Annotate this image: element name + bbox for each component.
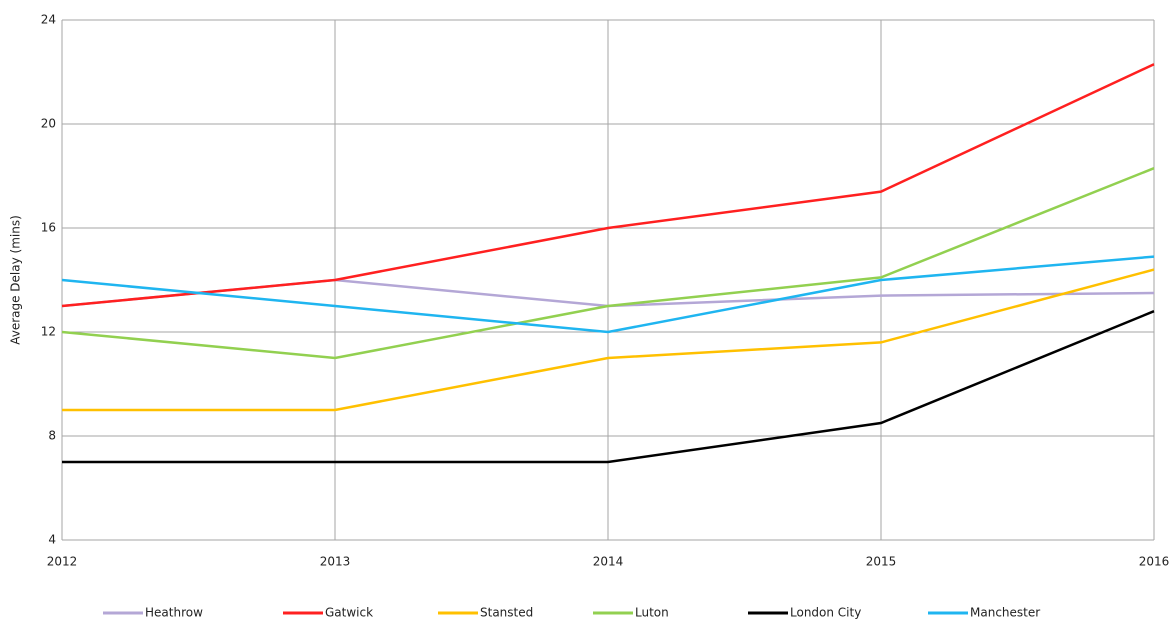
x-tick-label: 2012: [47, 555, 78, 569]
y-tick-label: 24: [41, 13, 56, 27]
y-axis-label: Average Delay (mins): [9, 215, 23, 345]
y-tick-label: 20: [41, 117, 56, 131]
y-tick-label: 4: [48, 533, 56, 547]
x-tick-label: 2015: [866, 555, 897, 569]
legend-label: Manchester: [970, 606, 1040, 620]
series-line: [61, 255, 1155, 334]
x-tick-label: 2014: [593, 555, 624, 569]
series-line: [62, 268, 1155, 412]
y-tick-label: 12: [41, 325, 56, 339]
legend-label: Stansted: [480, 606, 533, 620]
legend-label: Heathrow: [145, 606, 203, 620]
series-line: [62, 310, 1155, 464]
series-line: [61, 63, 1155, 308]
legend-label: London City: [790, 606, 861, 620]
x-tick-label: 2016: [1139, 555, 1170, 569]
x-tick-label: 2013: [320, 555, 351, 569]
y-tick-label: 8: [48, 429, 56, 443]
legend-label: Gatwick: [325, 606, 373, 620]
y-tick-label: 16: [41, 221, 56, 235]
series-line: [61, 167, 1155, 360]
legend-label: Luton: [635, 606, 669, 620]
